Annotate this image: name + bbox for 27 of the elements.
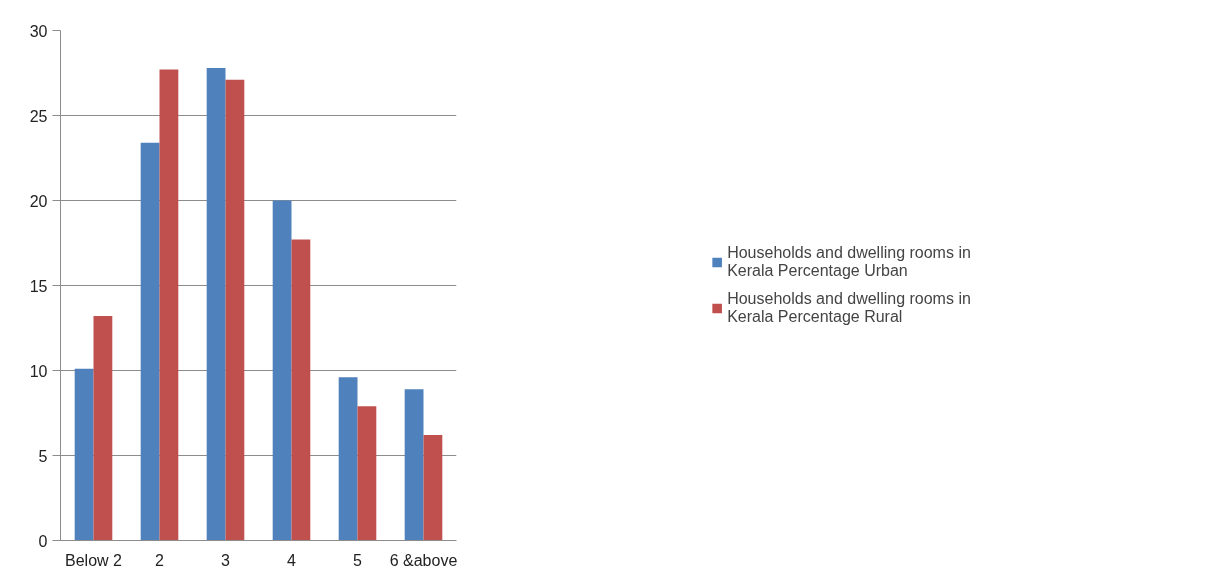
x-tick-label: 2 — [155, 551, 165, 569]
bar — [423, 435, 443, 541]
x-tick-label: 3 — [221, 551, 231, 569]
bar — [74, 368, 94, 541]
bar — [206, 67, 226, 541]
x-tick-label: Below 2 — [65, 551, 123, 569]
x-tick-label: 5 — [353, 551, 363, 569]
y-tick-label: 30 — [29, 22, 48, 40]
y-tick-label: 20 — [29, 192, 48, 210]
bar — [338, 377, 358, 541]
y-tick-label: 25 — [29, 107, 48, 125]
legend-label: Households and dwelling rooms in Kerala Percentage Urban — [727, 244, 971, 280]
y-tick-label: 0 — [38, 532, 48, 550]
legend-label: Households and dwelling rooms in Kerala Percentage Rural — [727, 290, 971, 326]
x-tick-label: 6 &above — [389, 551, 458, 569]
y-tick-label: 15 — [29, 277, 48, 295]
bar — [140, 142, 160, 541]
bar — [291, 239, 311, 541]
y-tick-label: 10 — [29, 362, 48, 380]
bar — [225, 79, 245, 541]
bar — [93, 316, 113, 541]
bar — [272, 200, 292, 541]
bar — [357, 406, 377, 541]
x-tick-label: 4 — [287, 551, 297, 569]
y-tick-label: 5 — [38, 447, 48, 465]
bar — [404, 389, 424, 541]
bar — [159, 69, 179, 541]
